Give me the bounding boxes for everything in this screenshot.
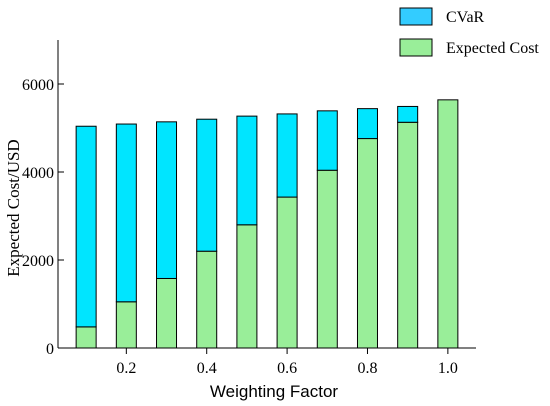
bar-cvar [115,123,137,303]
bars [75,99,459,349]
x-axis-label: Weighting Factor [210,382,339,401]
x-tick-label: 0.6 [277,360,297,377]
legend-swatch [399,38,433,57]
y-tick-label: 2000 [22,253,54,270]
bar-expected-cost [437,99,459,349]
bar-expected-cost [156,277,178,349]
bar-cvar [356,108,378,140]
bar-expected-cost [115,301,137,349]
x-tick-label: 0.2 [116,360,136,377]
legend-label: CVaR [446,9,485,26]
bar-cvar [316,110,338,171]
bar-expected-cost [75,326,97,349]
x-ticks: 0.2 0.4 0.6 0.8 1.0 [116,348,458,377]
bar-expected-cost [356,138,378,349]
x-tick-label: 0.4 [197,360,217,377]
bar-cvar [276,113,298,198]
legend-swatch [399,7,433,26]
bar-expected-cost [397,121,419,349]
bar-expected-cost [316,169,338,349]
bar-cvar [196,118,218,252]
y-axis-label: Expected Cost/USD [4,139,23,276]
legend-label: Expected Cost [446,40,539,57]
y-ticks: 0 2000 4000 6000 [22,77,64,358]
y-tick-label: 0 [46,341,54,358]
bar-cvar [236,115,258,226]
bar-cvar [75,125,97,328]
bar-cvar [397,105,419,123]
bar-expected-cost [276,196,298,349]
bar-expected-cost [236,224,258,349]
x-tick-label: 1.0 [438,360,458,377]
bar-cvar [156,121,178,279]
legend: CVaR Expected Cost [399,7,539,57]
y-tick-label: 4000 [22,165,54,182]
x-tick-label: 0.8 [357,360,377,377]
bar-expected-cost [196,250,218,349]
y-tick-label: 6000 [22,77,54,94]
